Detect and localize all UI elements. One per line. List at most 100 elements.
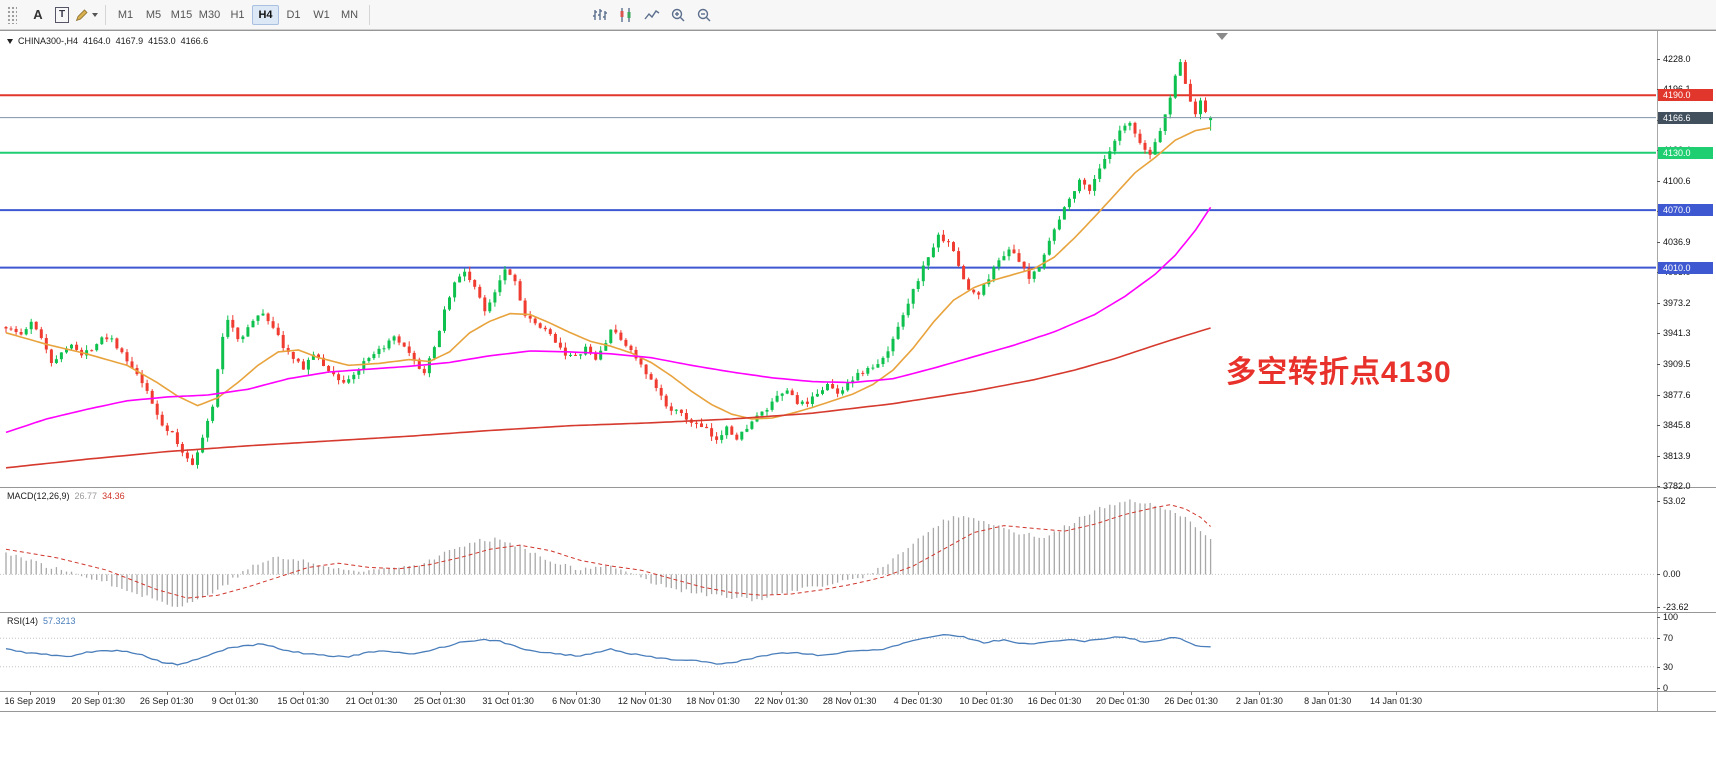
macd-axis-label: 0.00 bbox=[1663, 569, 1681, 580]
time-label: 8 Jan 01:30 bbox=[1304, 696, 1352, 706]
price-badge-4166.6: 4166.6 bbox=[1658, 111, 1713, 124]
time-label: 22 Nov 01:30 bbox=[754, 696, 809, 706]
price-tick-label: 3782.0 bbox=[1663, 481, 1691, 491]
toolbar-grip-icon[interactable] bbox=[7, 5, 17, 24]
timeframe-button-mn[interactable]: MN bbox=[336, 5, 363, 25]
ma-fast-orange bbox=[5, 127, 1211, 420]
time-label: 16 Sep 2019 bbox=[4, 696, 56, 706]
time-label: 10 Dec 01:30 bbox=[959, 696, 1013, 706]
time-label: 31 Oct 01:30 bbox=[482, 696, 534, 706]
pencil-icon bbox=[75, 8, 88, 21]
price-tick-label: 3845.8 bbox=[1663, 419, 1691, 430]
toolbar: A T M1 M5 M15 M30 H1 H4 D1 W1 MN bbox=[0, 0, 1716, 30]
timeframe-button-h4[interactable]: H4 bbox=[252, 4, 279, 25]
rsi-title: RSI(14) 57.3213 bbox=[7, 616, 76, 626]
time-label: 20 Sep 01:30 bbox=[71, 696, 126, 706]
time-label: 14 Jan 01:30 bbox=[1369, 696, 1423, 706]
price-badge-4070.0: 4070.0 bbox=[1658, 204, 1713, 217]
toolbar-separator bbox=[105, 4, 106, 25]
timeframe-button-m30[interactable]: M30 bbox=[196, 5, 223, 25]
rsi-line bbox=[5, 634, 1211, 666]
macd-histogram bbox=[5, 499, 1212, 607]
macd-signal-value: 34.36 bbox=[102, 491, 125, 501]
price-tick-label: 3877.6 bbox=[1663, 389, 1691, 400]
candlestick-chart-button[interactable] bbox=[614, 4, 638, 26]
timeframe-button-d1[interactable]: D1 bbox=[280, 5, 307, 25]
timeframe-button-m15[interactable]: M15 bbox=[168, 5, 195, 25]
line-chart-icon bbox=[644, 9, 660, 19]
candlestick-chart-icon bbox=[620, 7, 631, 22]
rsi-axis-label: 70 bbox=[1663, 633, 1674, 644]
macd-main-value: 26.77 bbox=[74, 491, 98, 501]
timeframe-button-w1[interactable]: W1 bbox=[308, 5, 335, 25]
time-label: 25 Oct 01:30 bbox=[414, 696, 466, 706]
chevron-down-icon bbox=[92, 12, 98, 17]
bar-chart-button[interactable] bbox=[588, 4, 612, 26]
rsi-label: RSI(14) bbox=[7, 616, 39, 626]
rsi-value: 57.3213 bbox=[43, 616, 76, 626]
zoom-out-icon bbox=[697, 8, 711, 21]
price-tick-label: 4036.9 bbox=[1663, 236, 1691, 247]
rsi-axis-label: 0 bbox=[1663, 683, 1669, 693]
time-label: 21 Oct 01:30 bbox=[345, 696, 398, 706]
time-label: 2 Jan 01:30 bbox=[1235, 696, 1283, 706]
price-badge-4010.0: 4010.0 bbox=[1658, 261, 1713, 274]
close-value: 4166.6 bbox=[180, 36, 209, 46]
price-chart-pane[interactable] bbox=[0, 31, 1656, 487]
time-label: 16 Dec 01:30 bbox=[1027, 696, 1082, 706]
rsi-axis-label: 100 bbox=[1663, 612, 1679, 622]
high-value: 4167.9 bbox=[115, 36, 144, 46]
time-axis[interactable]: 16 Sep 2019 20 Sep 01:30 26 Sep 01:30 9 Oct… bbox=[0, 692, 1716, 711]
macd-axis-label: -23.62 bbox=[1663, 602, 1689, 613]
chart-title: CHINA300-,H4 4164.0 4167.9 4153.0 4166.6 bbox=[7, 36, 208, 46]
price-badge-4130.0: 4130.0 bbox=[1658, 146, 1713, 159]
text-label-tool-button[interactable]: A bbox=[26, 4, 50, 26]
time-label: 6 Nov 01:30 bbox=[552, 696, 601, 706]
text-box-tool-button[interactable]: T bbox=[50, 4, 74, 26]
collapse-chart-icon[interactable] bbox=[7, 38, 13, 44]
chart-annotation-text: 多空转折点4130 bbox=[1226, 356, 1452, 389]
macd-title: MACD(12,26,9) 26.77 34.36 bbox=[7, 491, 125, 501]
timeframes-toolbar: M1 M5 M15 M30 H1 H4 D1 W1 MN bbox=[112, 4, 363, 25]
line-chart-button[interactable] bbox=[640, 4, 664, 26]
chart-top-border bbox=[0, 30, 1716, 31]
rsi-axis-label: 30 bbox=[1663, 661, 1674, 672]
chart-tools-toolbar bbox=[588, 4, 716, 26]
text-box-glyph: T bbox=[54, 6, 70, 23]
ma-mid-magenta bbox=[5, 206, 1212, 434]
time-label: 18 Nov 01:30 bbox=[686, 696, 740, 706]
time-label: 12 Nov 01:30 bbox=[617, 696, 672, 706]
pane-separator[interactable] bbox=[0, 487, 1716, 488]
time-label: 28 Nov 01:30 bbox=[822, 696, 877, 706]
time-label: 4 Dec 01:30 bbox=[893, 696, 943, 706]
chart-bottom-border bbox=[0, 711, 1716, 712]
zoom-out-button[interactable] bbox=[692, 4, 716, 26]
low-value: 4153.0 bbox=[148, 36, 176, 46]
ma-slow-red bbox=[5, 327, 1211, 469]
price-tick-label: 3941.3 bbox=[1663, 328, 1691, 339]
macd-pane[interactable] bbox=[0, 488, 1656, 612]
price-tick-label: 4228.0 bbox=[1663, 53, 1691, 64]
drawing-tool-button[interactable] bbox=[74, 4, 99, 26]
zoom-in-icon bbox=[671, 8, 685, 21]
pane-separator[interactable] bbox=[0, 612, 1716, 613]
price-tick-label: 4100.6 bbox=[1663, 175, 1691, 186]
rsi-pane[interactable] bbox=[0, 613, 1656, 691]
time-label: 15 Oct 01:30 bbox=[277, 696, 329, 706]
macd-signal-line bbox=[5, 504, 1211, 599]
candles-layer bbox=[4, 59, 1213, 469]
price-axis[interactable]: 4228.04196.14164.34132.44100.64068.74036… bbox=[1657, 31, 1716, 711]
macd-axis-label: 53.02 bbox=[1663, 495, 1686, 506]
toolbar-separator bbox=[369, 4, 370, 25]
price-tick-label: 3973.2 bbox=[1663, 297, 1691, 308]
zoom-in-button[interactable] bbox=[666, 4, 690, 26]
chart-shift-marker[interactable] bbox=[1216, 33, 1228, 40]
time-label: 26 Sep 01:30 bbox=[139, 696, 194, 706]
open-value: 4164.0 bbox=[83, 36, 111, 46]
timeframe-button-m5[interactable]: M5 bbox=[140, 5, 167, 25]
timeframe-button-h1[interactable]: H1 bbox=[224, 5, 251, 25]
bar-chart-icon bbox=[593, 8, 607, 20]
time-label: 20 Dec 01:30 bbox=[1096, 696, 1150, 706]
price-tick-label: 3909.5 bbox=[1663, 358, 1691, 369]
timeframe-button-m1[interactable]: M1 bbox=[112, 5, 139, 25]
